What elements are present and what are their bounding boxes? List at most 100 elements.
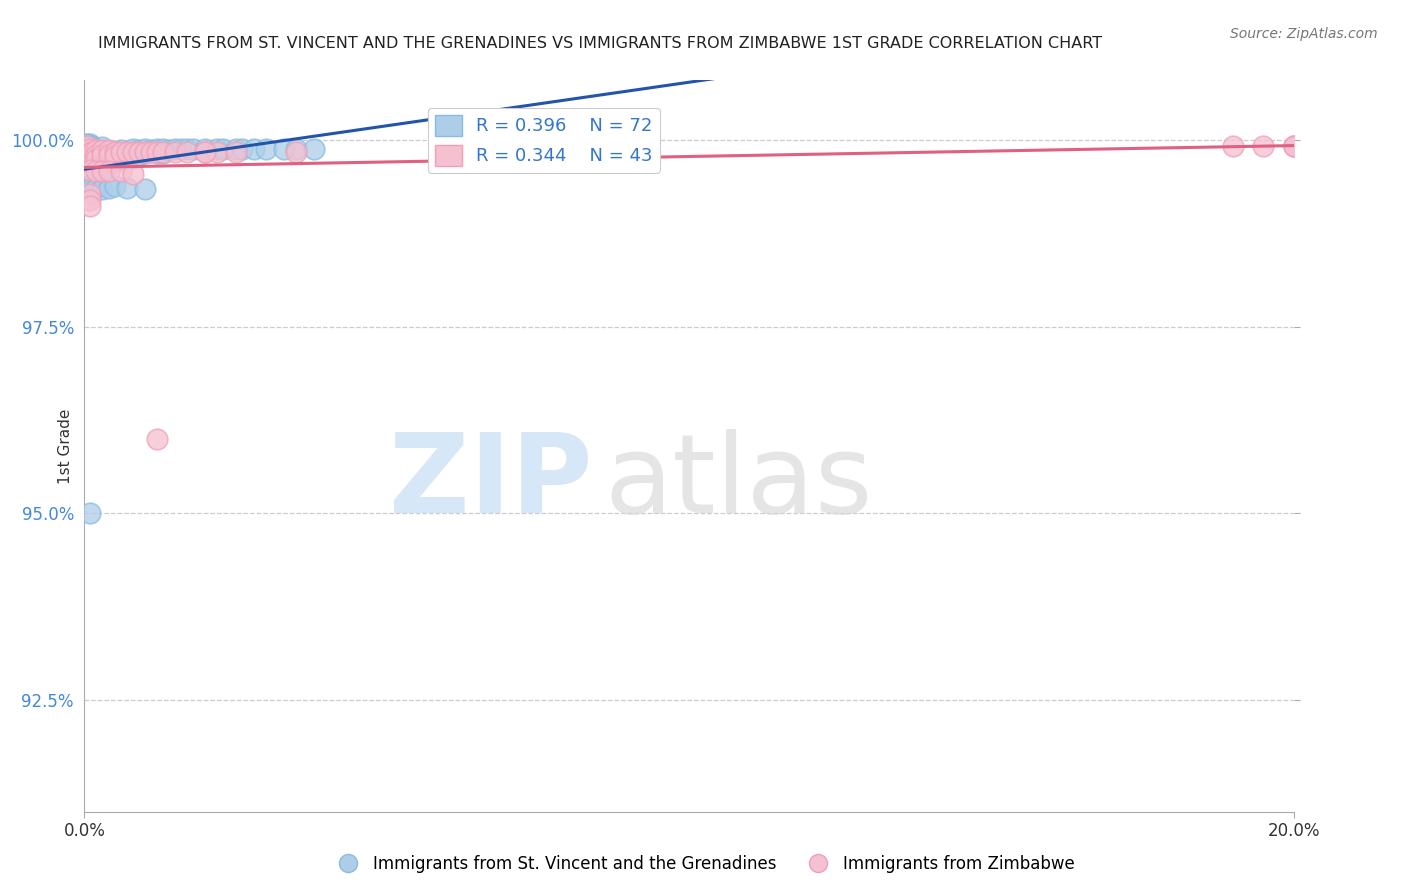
Point [110,144,132,158]
Text: Source: ZipAtlas.com: Source: ZipAtlas.com [1230,27,1378,41]
Point [104,149,127,163]
Point [86,151,108,165]
Point [82,144,104,158]
Point [121,142,143,156]
Point [91,182,114,196]
Point [121,145,143,159]
Point [121,151,143,165]
Point [104,179,127,194]
Point [91,149,114,163]
Point [89,144,111,158]
Point [139,145,162,159]
Point [97,153,120,168]
Legend: Immigrants from St. Vincent and the Grenadines, Immigrants from Zimbabwe: Immigrants from St. Vincent and the Gren… [325,848,1081,880]
Point [146,145,169,159]
Point [97,158,120,172]
Point [194,145,217,159]
Point [79,506,101,520]
Point [86,148,108,162]
Point [104,145,127,159]
Point [254,142,277,156]
Point [207,145,229,159]
Point [152,146,174,161]
Point [207,142,229,156]
Point [134,145,156,159]
Point [139,144,162,158]
Point [79,155,101,169]
Point [225,142,247,156]
Point [128,148,150,162]
Point [115,180,138,194]
Point [91,158,114,172]
Point [285,145,308,159]
Point [165,142,187,156]
Point [97,144,120,158]
Point [79,136,101,151]
Point [79,146,101,161]
Point [86,180,108,194]
Point [104,153,127,168]
Point [146,142,169,156]
Point [302,142,325,156]
Point [79,193,101,207]
Point [110,148,132,162]
Point [194,145,217,159]
Point [97,149,120,163]
Point [110,153,132,167]
Point [91,140,114,154]
Point [273,142,295,156]
Point [76,139,98,153]
Text: ZIP: ZIP [389,429,592,536]
Point [110,145,132,159]
Point [91,164,114,178]
Point [225,145,247,159]
Point [1282,139,1305,153]
Point [91,153,114,168]
Point [76,136,98,151]
Point [121,146,143,161]
Point [79,152,101,166]
Point [181,142,204,156]
Point [170,142,193,156]
Text: IMMIGRANTS FROM ST. VINCENT AND THE GRENADINES VS IMMIGRANTS FROM ZIMBABWE 1ST G: IMMIGRANTS FROM ST. VINCENT AND THE GREN… [98,36,1102,51]
Point [134,181,156,195]
Legend: R = 0.396    N = 72, R = 0.344    N = 43: R = 0.396 N = 72, R = 0.344 N = 43 [427,108,659,173]
Point [82,140,104,154]
Point [104,145,127,159]
Point [91,145,114,159]
Point [146,432,169,446]
Point [231,142,253,156]
Point [134,142,156,156]
Point [79,139,101,153]
Point [1222,139,1244,153]
Point [79,162,101,177]
Point [104,149,127,163]
Point [82,179,104,194]
Point [1253,139,1275,153]
Point [285,142,308,156]
Point [152,145,174,159]
Point [79,142,101,156]
Point [242,142,264,156]
Point [86,155,108,169]
Point [97,148,120,162]
Point [128,144,150,158]
Text: atlas: atlas [605,429,873,536]
Point [79,142,101,156]
Point [97,144,120,158]
Point [157,144,180,158]
Point [77,140,100,154]
Point [146,146,169,161]
Point [110,164,132,178]
Point [1282,139,1305,153]
Point [86,153,108,167]
Point [165,145,187,159]
Point [97,180,120,194]
Point [128,145,150,159]
Point [79,186,101,201]
Point [86,142,108,156]
Point [176,145,198,159]
Point [152,142,174,156]
Point [115,149,138,163]
Point [76,144,98,158]
